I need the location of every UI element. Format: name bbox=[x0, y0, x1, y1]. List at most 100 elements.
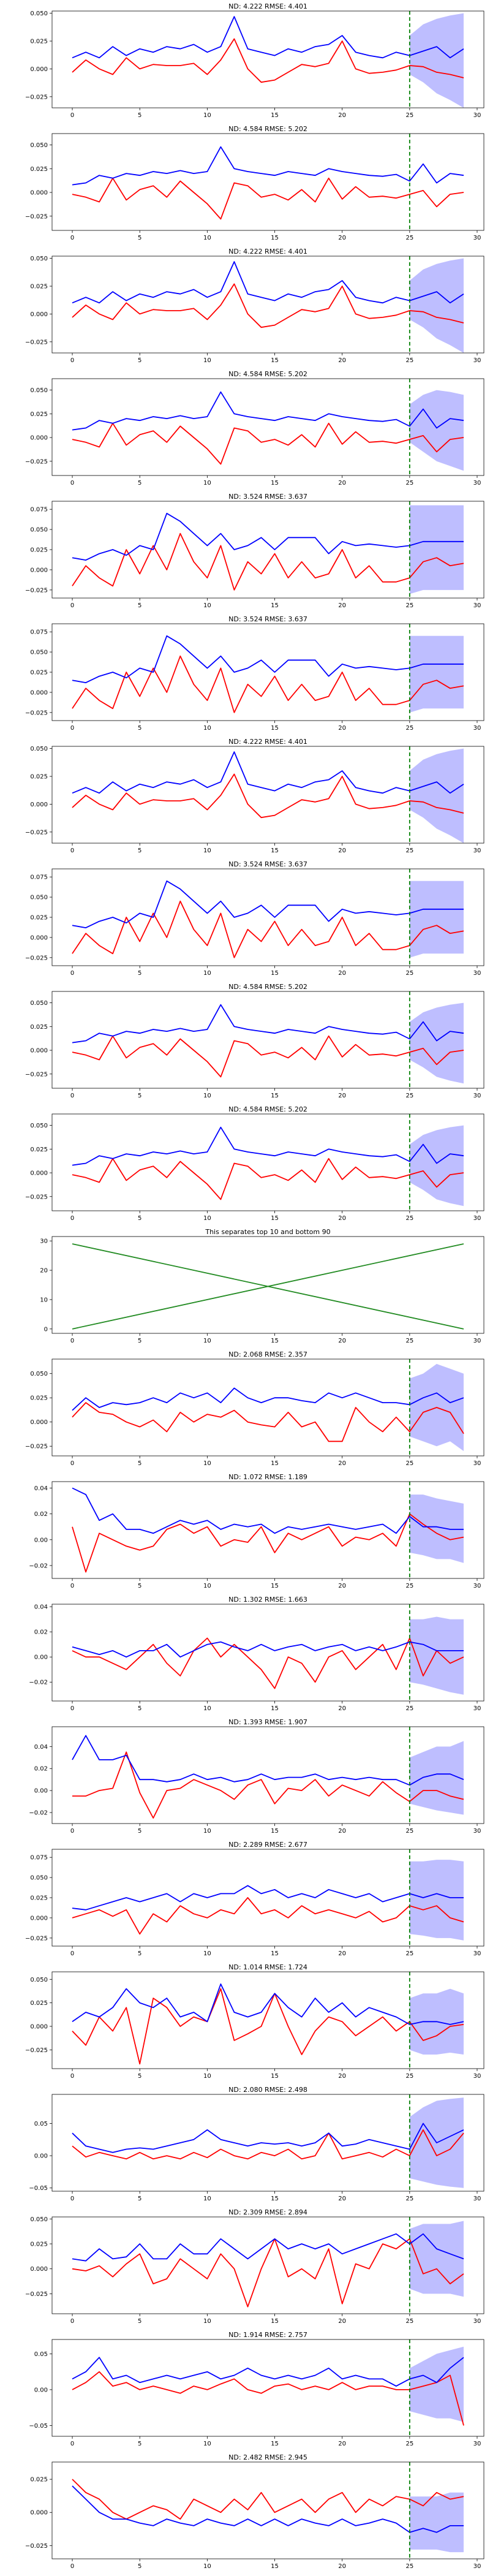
y-tick-label: 0.000 bbox=[30, 801, 48, 808]
x-tick-label: 10 bbox=[203, 847, 211, 854]
predicted-line bbox=[72, 1983, 464, 2025]
x-tick-label: 20 bbox=[338, 1950, 346, 1957]
x-tick-label: 10 bbox=[203, 1460, 211, 1467]
actual-line bbox=[72, 1637, 464, 1689]
x-tick-label: 0 bbox=[70, 1828, 74, 1835]
subplot-title: ND: 3.524 RMSE: 3.637 bbox=[228, 493, 307, 501]
y-tick-label: −0.025 bbox=[25, 458, 48, 465]
x-tick-label: 25 bbox=[405, 357, 413, 364]
actual-line bbox=[72, 1157, 464, 1200]
y-tick-label: 0.000 bbox=[30, 1048, 48, 1055]
x-tick-label: 30 bbox=[473, 2195, 481, 2202]
x-tick-label: 15 bbox=[271, 1705, 279, 1712]
y-tick-label: 0.05 bbox=[34, 2121, 48, 2127]
axes-frame bbox=[51, 746, 484, 844]
subplot-title: ND: 3.524 RMSE: 3.637 bbox=[228, 615, 307, 623]
actual-line bbox=[72, 1988, 464, 2065]
x-tick-label: 5 bbox=[138, 970, 141, 977]
y-tick-label: 0.025 bbox=[30, 915, 48, 922]
x-tick-label: 20 bbox=[338, 112, 346, 119]
x-tick-label: 5 bbox=[138, 1460, 141, 1467]
y-tick-label: 0.000 bbox=[30, 66, 48, 73]
predicted-line bbox=[72, 391, 464, 431]
actual-line bbox=[72, 2479, 464, 2520]
subplot-20: ND: 1.914 RMSE: 2.757 0 5 10 15 20 25 30 −0.05 0.… bbox=[29, 2331, 484, 2447]
y-tick-label: 0.075 bbox=[30, 629, 48, 636]
x-tick-label: 10 bbox=[203, 357, 211, 364]
y-tick-label: 0.025 bbox=[30, 670, 48, 676]
x-tick-label: 30 bbox=[473, 235, 481, 241]
y-tick-label: 0.04 bbox=[34, 1485, 48, 1492]
subplot-title: ND: 4.222 RMSE: 4.401 bbox=[228, 738, 307, 746]
x-tick-label: 10 bbox=[203, 1093, 211, 1099]
x-tick-label: 10 bbox=[203, 112, 211, 119]
subplot-3: ND: 4.222 RMSE: 4.401 0 5 10 15 20 25 30 −0.025 0… bbox=[25, 248, 484, 364]
y-tick-label: 0.000 bbox=[30, 2266, 48, 2273]
x-tick-label: 0 bbox=[70, 1583, 74, 1589]
x-tick-label: 20 bbox=[338, 235, 346, 241]
y-tick-label: 30 bbox=[40, 1238, 48, 1245]
predicted-line bbox=[72, 146, 464, 186]
y-tick-label: 0.050 bbox=[30, 650, 48, 656]
y-tick-label: 0.050 bbox=[30, 527, 48, 534]
x-tick-label: 5 bbox=[138, 2441, 141, 2447]
subplot-title: ND: 4.222 RMSE: 4.401 bbox=[228, 2, 307, 10]
subplot-7: ND: 4.222 RMSE: 4.401 0 5 10 15 20 25 30 −0.025 0… bbox=[25, 738, 484, 854]
x-tick-label: 0 bbox=[70, 1215, 74, 1222]
confidence-band bbox=[409, 1860, 464, 1941]
x-tick-label: 15 bbox=[271, 970, 279, 977]
x-tick-label: 20 bbox=[338, 2441, 346, 2447]
axes-frame bbox=[51, 133, 484, 231]
y-tick-label: 0.000 bbox=[30, 435, 48, 442]
y-tick-label: 0.05 bbox=[34, 2351, 48, 2358]
subplot-14: ND: 1.302 RMSE: 1.663 0 5 10 15 20 25 30 −0.02 0.… bbox=[29, 1596, 484, 1712]
y-tick-label: 0.000 bbox=[30, 1915, 48, 1922]
axes-frame bbox=[51, 1971, 484, 2069]
y-tick-label: 0.000 bbox=[30, 190, 48, 197]
y-tick-label: 0.00 bbox=[34, 2153, 48, 2160]
y-tick-label: 0.000 bbox=[30, 1419, 48, 1426]
x-tick-label: 30 bbox=[473, 1583, 481, 1589]
x-tick-label: 20 bbox=[338, 480, 346, 487]
y-tick-label: 0.000 bbox=[30, 1170, 48, 1177]
axes-frame bbox=[51, 2339, 484, 2437]
x-tick-label: 5 bbox=[138, 357, 141, 364]
y-tick-label: 0.04 bbox=[34, 1744, 48, 1751]
x-tick-label: 0 bbox=[70, 357, 74, 364]
y-tick-label: 0.02 bbox=[34, 1629, 48, 1636]
confidence-band bbox=[409, 635, 464, 713]
x-tick-label: 20 bbox=[338, 2073, 346, 2080]
subplot-title: ND: 4.584 RMSE: 5.202 bbox=[228, 125, 307, 133]
x-tick-label: 5 bbox=[138, 847, 141, 854]
confidence-band bbox=[409, 1741, 464, 1815]
y-tick-label: −0.02 bbox=[29, 1680, 48, 1686]
predicted-line bbox=[72, 2123, 464, 2153]
predicted-line bbox=[72, 1885, 464, 1911]
x-tick-label: 10 bbox=[203, 2318, 211, 2325]
axes-frame bbox=[51, 256, 484, 354]
y-tick-label: 0.050 bbox=[30, 746, 48, 752]
confidence-band bbox=[409, 1494, 464, 1563]
x-tick-label: 5 bbox=[138, 235, 141, 241]
predicted-line bbox=[72, 1487, 464, 1534]
subplot-title: ND: 2.482 RMSE: 2.945 bbox=[228, 2453, 307, 2461]
y-tick-label: −0.025 bbox=[25, 1444, 48, 1450]
x-tick-label: 5 bbox=[138, 1950, 141, 1957]
subplot-18: ND: 2.080 RMSE: 2.498 0 5 10 15 20 25 30 −0.05 0.… bbox=[29, 2086, 484, 2202]
x-tick-label: 25 bbox=[405, 2195, 413, 2202]
axes-frame bbox=[51, 1604, 484, 1702]
subplot-title: ND: 2.080 RMSE: 2.498 bbox=[228, 2086, 307, 2094]
y-tick-label: −0.025 bbox=[25, 829, 48, 836]
actual-line bbox=[72, 1513, 464, 1573]
x-tick-label: 0 bbox=[70, 235, 74, 241]
x-tick-label: 10 bbox=[203, 1338, 211, 1344]
subplot-12: ND: 2.068 RMSE: 2.357 0 5 10 15 20 25 30 −0.025 0… bbox=[25, 1351, 484, 1467]
x-tick-label: 5 bbox=[138, 2318, 141, 2325]
x-tick-label: 10 bbox=[203, 2195, 211, 2202]
y-tick-label: 0.050 bbox=[30, 142, 48, 149]
x-tick-label: 20 bbox=[338, 1460, 346, 1467]
x-tick-label: 15 bbox=[271, 480, 279, 487]
x-tick-label: 20 bbox=[338, 970, 346, 977]
x-tick-label: 15 bbox=[271, 1338, 279, 1344]
